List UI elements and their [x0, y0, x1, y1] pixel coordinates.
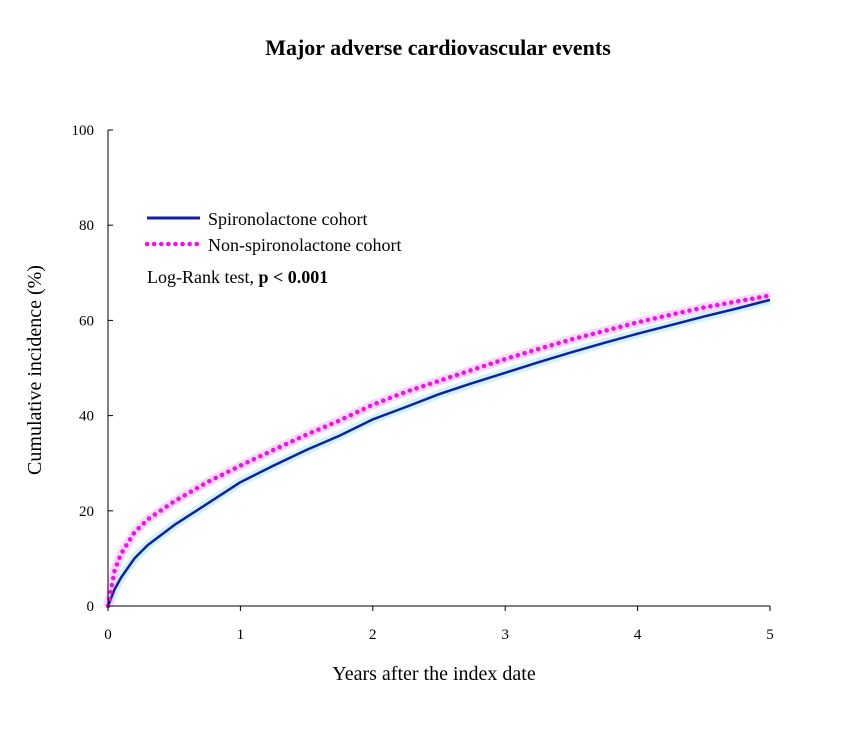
- series-line-spironolactone: [106, 298, 771, 607]
- legend: Spironolactone cohort Non-spironolactone…: [144, 209, 401, 287]
- confidence-band-non-spironolactone: [103, 291, 771, 607]
- x-axis-label: Years after the index date: [332, 663, 536, 685]
- confidence-bands: [103, 291, 772, 608]
- y-axis-label: Cumulative incidence (%): [24, 265, 46, 475]
- y-tick-label: 60: [79, 313, 94, 329]
- x-tick-label: 3: [501, 627, 509, 643]
- y-tick-label: 0: [87, 599, 95, 615]
- x-tick-label: 2: [369, 627, 377, 643]
- y-axis-ticks: 0 20 40 60 80 100: [72, 123, 113, 615]
- y-tick-label: 80: [79, 218, 94, 234]
- log-rank-annotation: Log-Rank test, p < 0.001: [147, 267, 328, 287]
- x-axis-ticks: 0 1 2 3 4 5: [104, 606, 774, 643]
- chart-title: Major adverse cardiovascular events: [265, 35, 611, 60]
- confidence-band-spironolactone: [103, 295, 772, 608]
- x-tick-label: 0: [104, 627, 112, 643]
- legend-label-spironolactone: Spironolactone cohort: [208, 209, 367, 229]
- log-rank-label: Log-Rank test,: [147, 267, 258, 287]
- x-tick-label: 5: [766, 627, 774, 643]
- y-tick-label: 40: [79, 409, 94, 425]
- x-tick-label: 4: [634, 627, 642, 643]
- x-tick-label: 1: [237, 627, 245, 643]
- legend-label-non-spironolactone: Non-spironolactone cohort: [208, 235, 401, 255]
- y-tick-label: 100: [72, 123, 95, 139]
- series-line-non-spironolactone: [105, 293, 773, 609]
- y-tick-label: 20: [79, 504, 94, 520]
- series-lines: [105, 293, 773, 609]
- p-value: p < 0.001: [258, 267, 328, 287]
